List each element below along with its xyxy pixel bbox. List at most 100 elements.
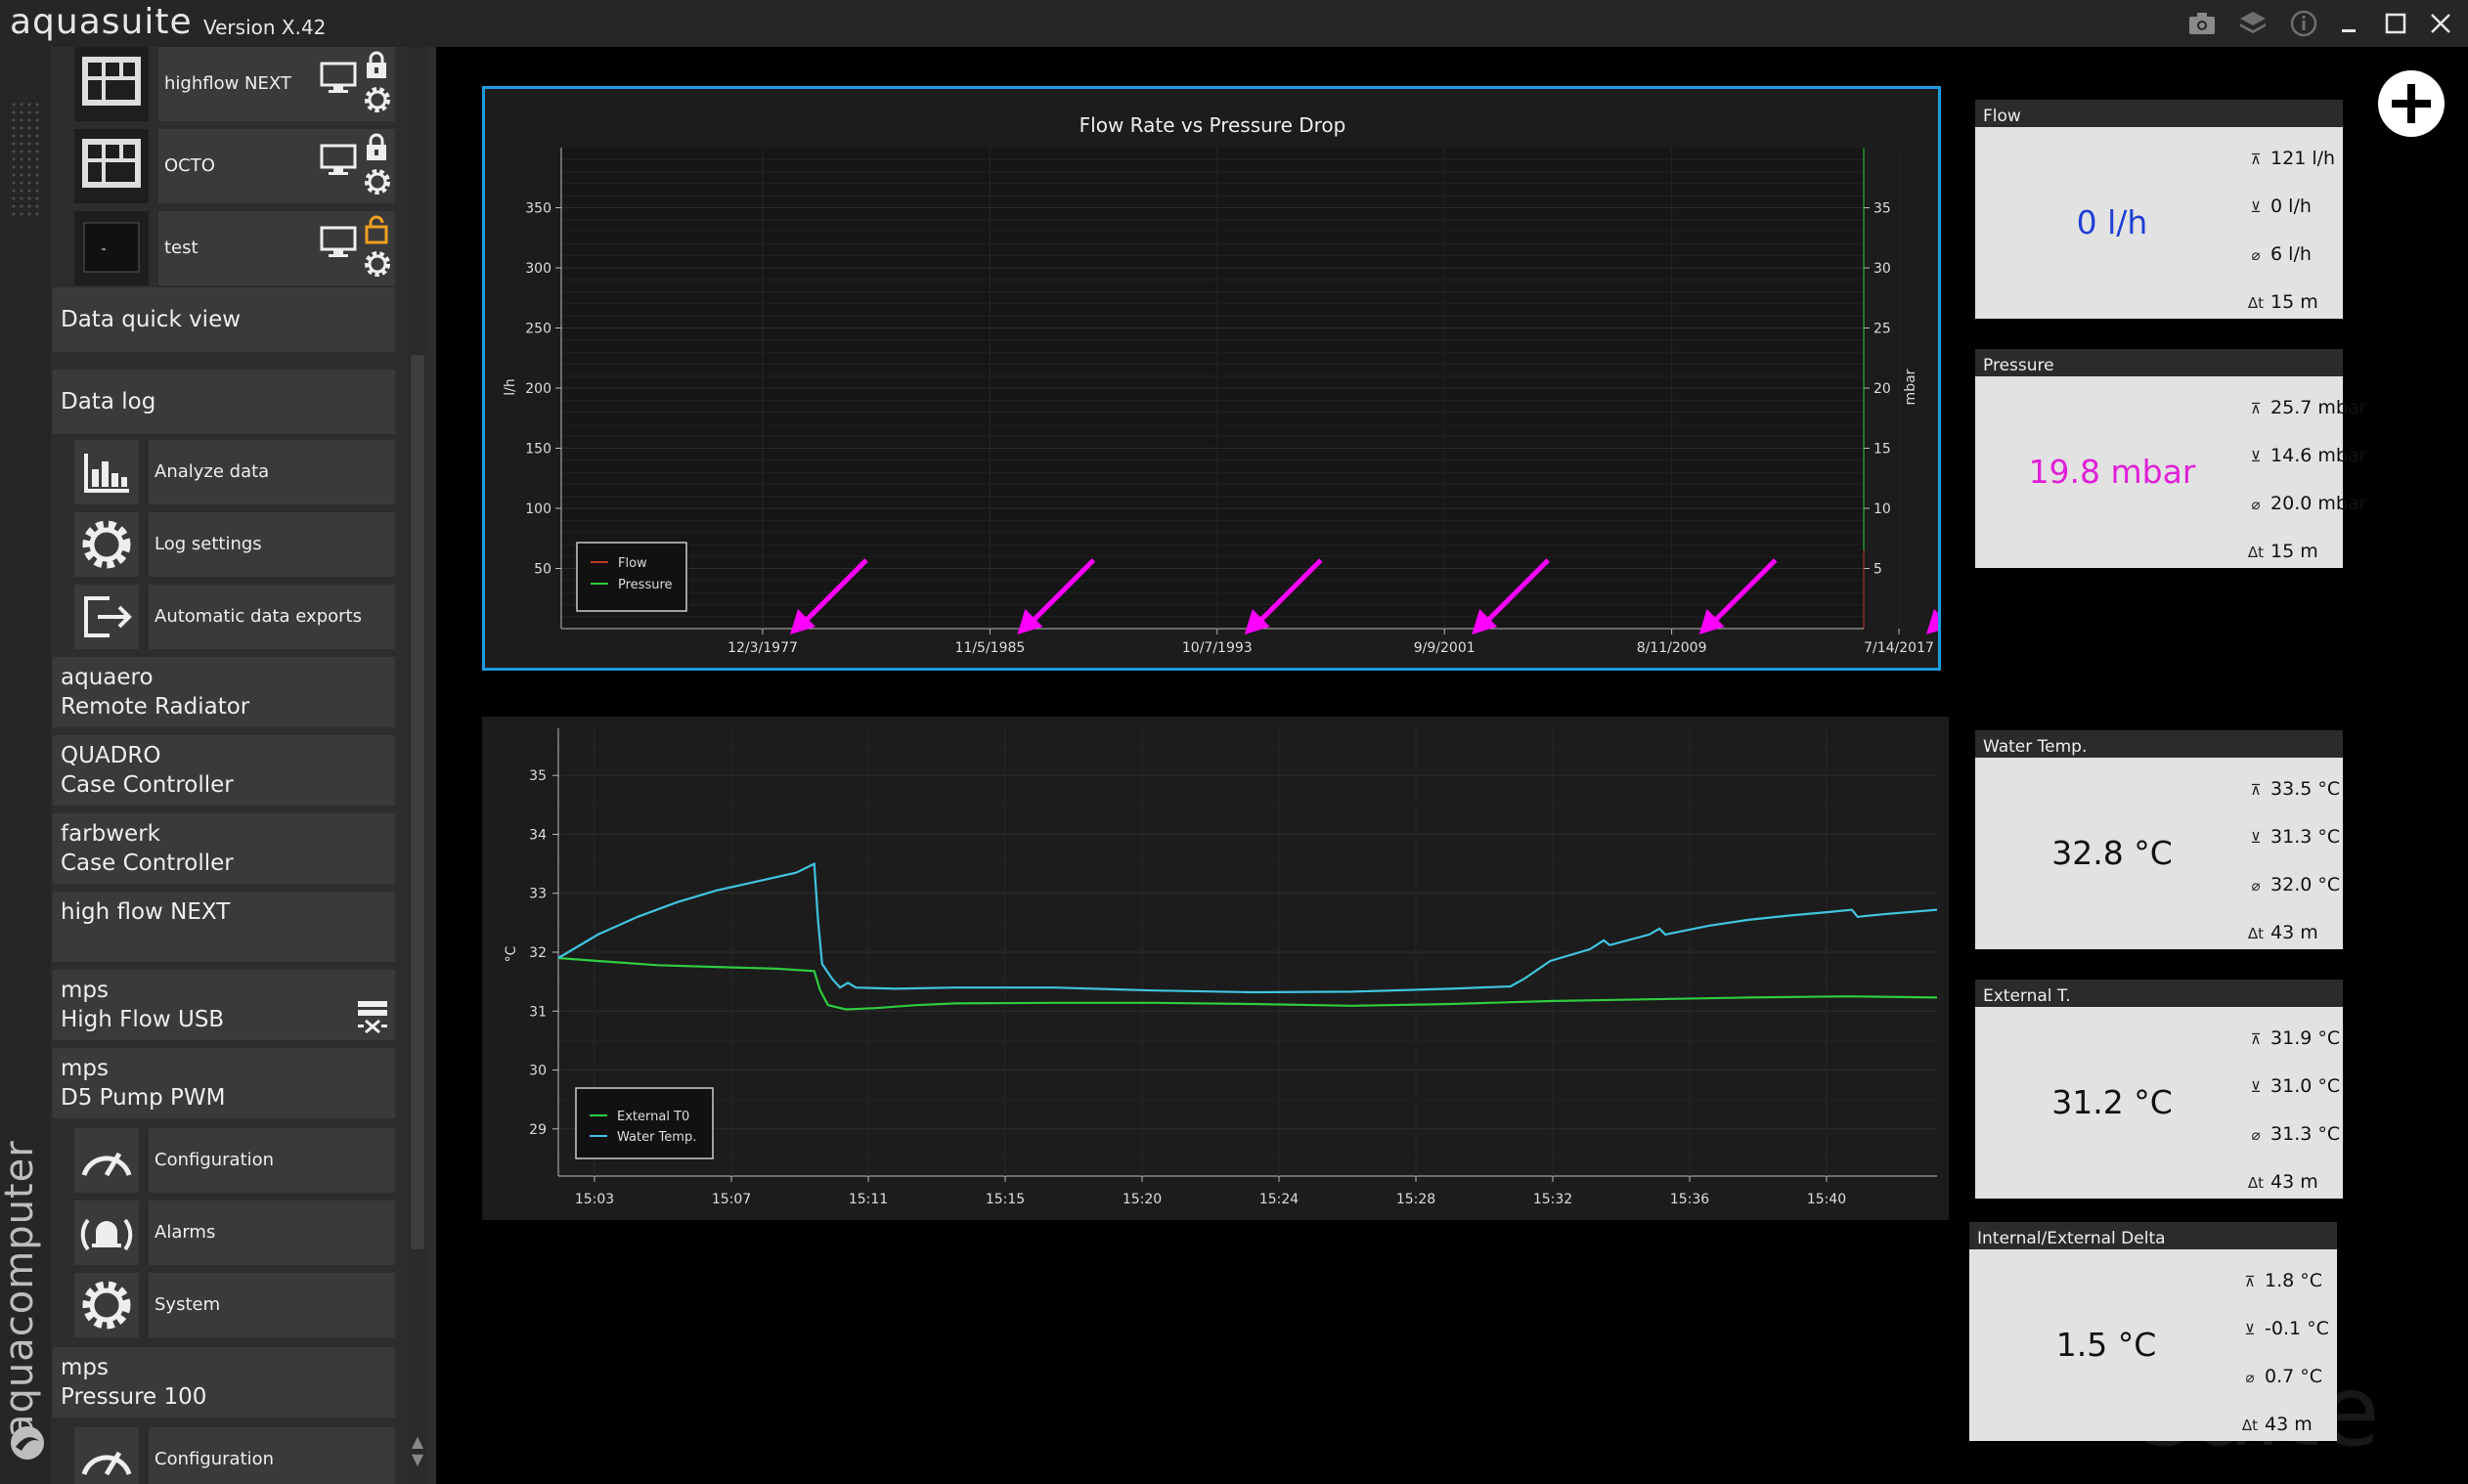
nav-data-log[interactable]: Data log xyxy=(53,370,395,434)
device-preview-icon xyxy=(83,222,140,273)
sidebar-scroll-thumb[interactable] xyxy=(411,355,424,1249)
monitor-icon[interactable] xyxy=(319,143,358,176)
stat-value: 31.0 °C xyxy=(2270,1075,2341,1097)
icon-box xyxy=(74,440,139,504)
stat-min: ⊻ 14.6 mbar xyxy=(2247,432,2367,480)
sidebar: aquacomputer highflow NEXT OCTO xyxy=(0,47,436,1484)
stat-value: 43 m xyxy=(2270,922,2318,943)
lock-icon[interactable] xyxy=(364,133,389,162)
nav-configuration-2[interactable]: Configuration xyxy=(74,1427,395,1484)
stat-value: 32.0 °C xyxy=(2270,874,2341,895)
legend-label: External T0 xyxy=(617,1110,689,1124)
nav-data-quick-view[interactable]: Data quick view xyxy=(53,287,395,352)
legend-label: Pressure xyxy=(618,578,673,592)
stat-min: ⊻ 31.3 °C xyxy=(2247,813,2343,861)
lock-icon[interactable] xyxy=(364,51,389,80)
stat-value: 0 l/h xyxy=(2270,196,2312,217)
y-tick-label: 350 xyxy=(525,201,551,217)
stat-value: 20.0 mbar xyxy=(2270,493,2367,514)
unlock-icon[interactable] xyxy=(364,215,389,244)
average-icon: ⌀ xyxy=(2251,496,2261,513)
min-icon: ⊻ xyxy=(2250,198,2262,216)
stat-time: Δt 43 m xyxy=(2241,1401,2337,1449)
nav-aquaero[interactable]: aquaero Remote Radiator xyxy=(53,657,395,727)
annotation-arrow xyxy=(796,558,868,631)
icon-box xyxy=(74,512,139,577)
value-tile[interactable]: Pressure 19.8 mbar ⊼ 25.7 mbar ⊻ 14.6 mbar ⌀… xyxy=(1975,349,2367,568)
device-octo[interactable]: OCTO xyxy=(74,129,395,203)
annotation-arrow xyxy=(1023,558,1096,631)
layers-icon[interactable] xyxy=(2237,8,2269,39)
nav-quadro[interactable]: QUADRO Case Controller xyxy=(53,735,395,806)
device-test[interactable]: test xyxy=(74,211,395,285)
nav-alarms[interactable]: Alarms xyxy=(74,1200,395,1265)
stat-min: ⊻ -0.1 °C xyxy=(2241,1305,2337,1353)
stat-avg: ⌀ 32.0 °C xyxy=(2247,861,2343,909)
close-icon[interactable] xyxy=(2425,8,2456,39)
value-tile[interactable]: Water Temp. 32.8 °C ⊼ 33.5 °C ⊻ 31.3 °C ⌀ 32… xyxy=(1975,730,2343,949)
nav-mps-high-flow-usb[interactable]: mps High Flow USB xyxy=(53,970,395,1040)
stat-avg: ⌀ 6 l/h xyxy=(2247,231,2343,279)
device-highflow-next[interactable]: highflow NEXT xyxy=(74,47,395,121)
nav-farbwerk[interactable]: farbwerk Case Controller xyxy=(53,813,395,884)
nav-mps-d5-pump-pwm[interactable]: mps D5 Pump PWM xyxy=(53,1048,395,1118)
gear-icon[interactable] xyxy=(362,84,393,115)
flow-pressure-chart[interactable]: Flow Rate vs Pressure Drop 50 100 150 200 250… xyxy=(482,86,1941,671)
nav-mps-pressure-100[interactable]: mps Pressure 100 xyxy=(53,1347,395,1418)
annotation-arrowhead xyxy=(790,609,815,634)
stat-value: 43 m xyxy=(2270,1171,2318,1193)
add-panel-button[interactable] xyxy=(2378,70,2445,137)
value-tile[interactable]: Internal/External Delta 1.5 °C ⊼ 1.8 °C ⊻ -… xyxy=(1969,1222,2337,1441)
app-version: Version X.42 xyxy=(203,16,327,39)
icon-box xyxy=(74,1273,139,1337)
annotation-arrowhead xyxy=(1472,609,1498,634)
x-tick-label: 15:20 xyxy=(1123,1192,1162,1207)
nav-configuration[interactable]: Configuration xyxy=(74,1128,395,1193)
nav-high-flow-next[interactable]: high flow NEXT xyxy=(53,892,395,962)
nav-label: Automatic data exports xyxy=(149,585,395,649)
value-tile[interactable]: Flow 0 l/h ⊼ 121 l/h ⊻ 0 l/h ⌀ 6 l/h Δt 15 m xyxy=(1975,100,2343,319)
min-icon: ⊻ xyxy=(2250,829,2262,847)
stat-avg: ⌀ 20.0 mbar xyxy=(2247,480,2366,528)
info-icon[interactable] xyxy=(2288,8,2319,39)
stat-avg: ⌀ 0.7 °C xyxy=(2241,1353,2337,1401)
y-tick-label: 50 xyxy=(534,562,551,578)
y-tick-label: 300 xyxy=(525,261,551,277)
temperature-chart[interactable]: 29 30 31 32 33 34 35 15:03 15:07 15:11 15:15 15:20 1… xyxy=(482,717,1949,1220)
nav-label: QUADRO xyxy=(61,743,161,768)
average-icon: ⌀ xyxy=(2251,1126,2261,1144)
device-layout-icon xyxy=(82,139,141,188)
camera-icon[interactable] xyxy=(2186,8,2218,39)
icon-box xyxy=(74,1200,139,1265)
y2-tick-label: 35 xyxy=(1873,201,1891,217)
nav-label: farbwerk xyxy=(61,821,160,847)
device-label: OCTO xyxy=(158,129,395,203)
y2-tick-label: 20 xyxy=(1873,381,1891,397)
maximize-icon[interactable] xyxy=(2380,8,2411,39)
y-tick-label: 29 xyxy=(529,1122,547,1138)
monitor-icon[interactable] xyxy=(319,225,358,258)
gear-icon[interactable] xyxy=(362,166,393,197)
device-thumbnail xyxy=(74,211,149,285)
y-axis-label: °C xyxy=(504,945,519,962)
scroll-arrows[interactable]: ▲ ▼ xyxy=(411,1432,424,1468)
monitor-icon[interactable] xyxy=(319,61,358,94)
nav-sublabel: Case Controller xyxy=(61,772,234,798)
y2-tick-label: 30 xyxy=(1873,261,1891,277)
minimize-icon[interactable] xyxy=(2333,8,2364,39)
value-tile[interactable]: External T. 31.2 °C ⊼ 31.9 °C ⊻ 31.0 °C ⌀ 31… xyxy=(1975,980,2343,1199)
tile-value: 19.8 mbar xyxy=(2028,453,2196,491)
stat-value: 0.7 °C xyxy=(2265,1366,2323,1387)
plus-icon xyxy=(2392,84,2431,123)
nav-automatic-data-exports[interactable]: Automatic data exports xyxy=(74,585,395,649)
tile-title: Pressure xyxy=(1975,349,2343,376)
nav-log-settings[interactable]: Log settings xyxy=(74,512,395,577)
x-tick-label: 15:11 xyxy=(849,1192,888,1207)
x-tick-label: 9/9/2001 xyxy=(1414,640,1476,656)
x-tick-label: 15:24 xyxy=(1259,1192,1299,1207)
x-tick-label: 7/14/2017 xyxy=(1864,640,1934,656)
nav-analyze-data[interactable]: Analyze data xyxy=(74,440,395,504)
y2-tick-label: 25 xyxy=(1873,322,1891,337)
gear-icon[interactable] xyxy=(362,248,393,280)
nav-system[interactable]: System xyxy=(74,1273,395,1337)
